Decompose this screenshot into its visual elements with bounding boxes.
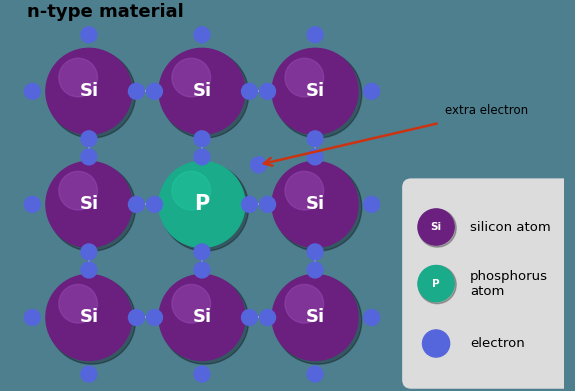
Circle shape [194, 131, 210, 147]
Text: Si: Si [305, 196, 325, 213]
Circle shape [307, 27, 323, 43]
Circle shape [172, 58, 210, 97]
Circle shape [128, 310, 144, 325]
Text: Si: Si [79, 308, 98, 326]
Circle shape [194, 244, 210, 260]
Circle shape [194, 262, 210, 278]
Text: phosphorus
atom: phosphorus atom [470, 269, 548, 298]
Text: P: P [432, 278, 440, 289]
Circle shape [24, 83, 40, 99]
Circle shape [161, 50, 248, 138]
Circle shape [24, 197, 40, 212]
FancyBboxPatch shape [402, 178, 575, 389]
Circle shape [260, 310, 275, 325]
Circle shape [260, 197, 275, 212]
Circle shape [81, 131, 97, 147]
Circle shape [172, 171, 210, 210]
Circle shape [285, 284, 324, 323]
Circle shape [285, 171, 324, 210]
Circle shape [418, 209, 454, 245]
Circle shape [307, 262, 323, 278]
Circle shape [364, 310, 380, 325]
Circle shape [242, 83, 258, 99]
Circle shape [59, 284, 98, 323]
Text: P: P [194, 194, 210, 214]
Circle shape [128, 197, 144, 212]
Text: n-type material: n-type material [26, 3, 183, 21]
Circle shape [161, 276, 248, 364]
Circle shape [81, 366, 97, 382]
Circle shape [272, 274, 358, 361]
Circle shape [285, 58, 324, 97]
Circle shape [48, 163, 136, 251]
Circle shape [159, 161, 245, 248]
Circle shape [159, 274, 245, 361]
Circle shape [147, 197, 162, 212]
Circle shape [242, 197, 258, 212]
Text: electron: electron [470, 337, 525, 350]
Circle shape [274, 163, 362, 251]
Circle shape [274, 276, 362, 364]
Circle shape [418, 209, 456, 247]
Text: Si: Si [79, 83, 98, 100]
Circle shape [46, 161, 132, 248]
Circle shape [260, 83, 275, 99]
Circle shape [147, 310, 162, 325]
Circle shape [418, 266, 456, 304]
Circle shape [24, 310, 40, 325]
Text: Si: Si [193, 83, 212, 100]
Circle shape [59, 171, 98, 210]
Circle shape [307, 366, 323, 382]
Circle shape [423, 330, 450, 357]
Text: Si: Si [193, 308, 212, 326]
Circle shape [272, 48, 358, 134]
Circle shape [81, 27, 97, 43]
Circle shape [48, 50, 136, 138]
Circle shape [272, 161, 358, 248]
Text: Si: Si [79, 196, 98, 213]
Circle shape [418, 265, 454, 302]
Text: extra electron: extra electron [445, 104, 528, 117]
Circle shape [81, 244, 97, 260]
Circle shape [307, 244, 323, 260]
Circle shape [194, 149, 210, 165]
Circle shape [307, 131, 323, 147]
Circle shape [159, 48, 245, 134]
Circle shape [194, 366, 210, 382]
Text: Si: Si [305, 83, 325, 100]
Circle shape [46, 48, 132, 134]
Circle shape [251, 157, 266, 173]
Circle shape [128, 83, 144, 99]
Circle shape [81, 149, 97, 165]
Circle shape [161, 163, 248, 251]
Circle shape [307, 149, 323, 165]
Circle shape [274, 50, 362, 138]
Circle shape [364, 83, 380, 99]
Circle shape [48, 276, 136, 364]
Circle shape [172, 284, 210, 323]
Circle shape [364, 197, 380, 212]
Circle shape [81, 262, 97, 278]
Circle shape [242, 310, 258, 325]
Text: silicon atom: silicon atom [470, 221, 551, 233]
Circle shape [46, 274, 132, 361]
Text: Si: Si [305, 308, 325, 326]
Circle shape [147, 83, 162, 99]
Circle shape [194, 27, 210, 43]
Circle shape [59, 58, 98, 97]
Text: Si: Si [431, 222, 442, 232]
